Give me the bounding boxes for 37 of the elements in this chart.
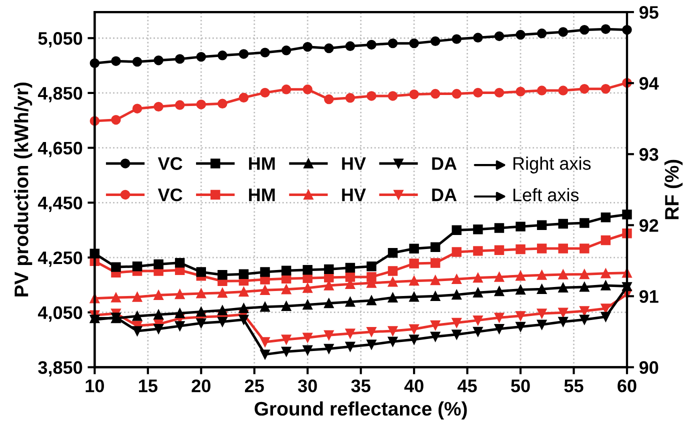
y-tick-label: 4,250 bbox=[38, 251, 82, 267]
annotation: Right axis bbox=[514, 156, 591, 174]
annotation: Left axis bbox=[514, 188, 579, 202]
x-tick-label: 60 bbox=[618, 379, 636, 392]
y2-tick-label: 94 bbox=[639, 77, 659, 90]
legend-label: HM bbox=[249, 188, 275, 202]
x-tick-label: 50 bbox=[511, 379, 530, 392]
x-tick-label: 20 bbox=[192, 379, 210, 392]
legend-label: DA bbox=[432, 157, 457, 170]
x-tick-label: 45 bbox=[458, 380, 477, 392]
y2-tick-label: 90 bbox=[639, 361, 658, 374]
y-axis-title: PV production (kWh/yr) bbox=[14, 82, 32, 296]
x-tick-label: 40 bbox=[404, 379, 424, 392]
legend-label: HV bbox=[342, 188, 366, 202]
y2-axis-title: RF (%) bbox=[664, 160, 683, 220]
x-tick-label: 15 bbox=[139, 380, 158, 392]
y2-tick-label: 91 bbox=[639, 290, 658, 303]
legend-label: DA bbox=[432, 188, 457, 202]
y-tick-label: 4,650 bbox=[38, 142, 82, 158]
legend-label: HM bbox=[249, 157, 275, 170]
y2-tick-label: 95 bbox=[639, 6, 658, 19]
x-tick-label: 35 bbox=[351, 379, 370, 392]
x-tick-label: 30 bbox=[298, 379, 317, 392]
y-tick-label: 3,850 bbox=[38, 361, 82, 377]
y-tick-label: 4,450 bbox=[38, 196, 82, 212]
y2-tick-label: 93 bbox=[639, 148, 658, 161]
x-tick-label: 25 bbox=[244, 379, 264, 392]
y-tick-label: 4,850 bbox=[38, 86, 82, 102]
x-tick-label: 55 bbox=[564, 380, 584, 392]
y2-tick-label: 92 bbox=[639, 219, 658, 232]
y-tick-label: 5,050 bbox=[38, 32, 82, 48]
x-tick-label: 10 bbox=[86, 379, 104, 392]
y-tick-label: 4,050 bbox=[38, 306, 82, 322]
legend-label: VC bbox=[158, 188, 182, 202]
legend-label: VC bbox=[158, 157, 182, 170]
x-axis-title: Ground reflectance (%) bbox=[254, 401, 467, 420]
legend-label: HV bbox=[342, 157, 366, 170]
